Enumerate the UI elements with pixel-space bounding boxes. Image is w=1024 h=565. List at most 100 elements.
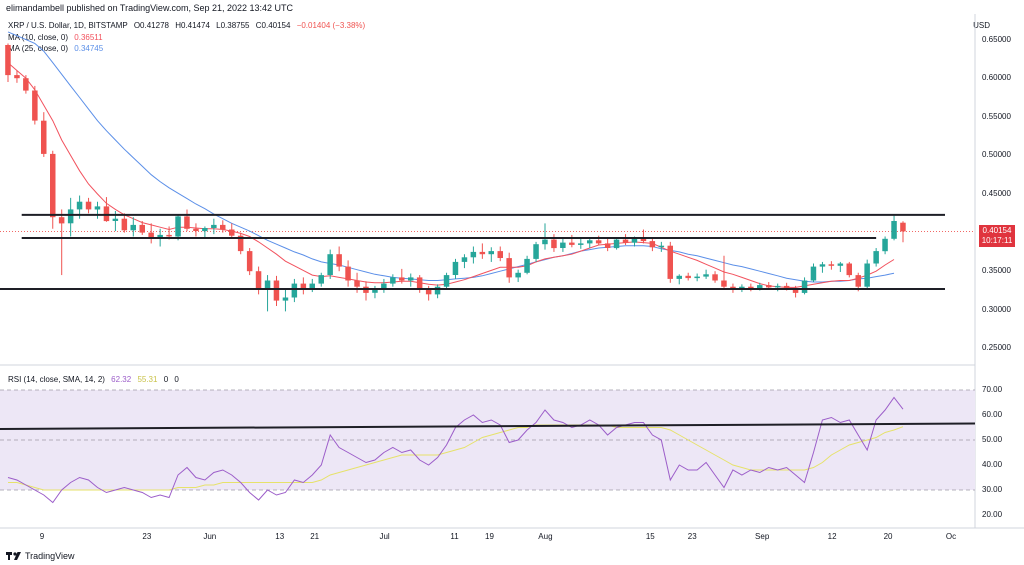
candle-body [41, 120, 47, 154]
ma10-legend: MA (10, close, 0) 0.36511 [8, 33, 103, 42]
candle-body [103, 206, 110, 222]
time-tick-label: Sep [755, 532, 770, 541]
candle-body [318, 275, 324, 284]
time-tick-label: 20 [883, 532, 893, 541]
candle-body [372, 289, 378, 293]
candle-body [506, 258, 512, 278]
candle-body [255, 271, 262, 289]
candle-body [175, 216, 181, 237]
ma10-line [7, 62, 895, 288]
candle-body [873, 251, 879, 264]
rsi-extra-value-1: 0 [163, 375, 169, 384]
candle-body [900, 222, 906, 232]
rsi-tick-label: 50.00 [982, 435, 1003, 444]
candle-body [810, 266, 817, 281]
candle-body [50, 153, 56, 218]
open-value: O0.41278 [133, 21, 169, 30]
candle-body [479, 251, 486, 255]
candle-body [408, 277, 414, 281]
candle-body [855, 275, 861, 287]
candle-body [202, 228, 208, 232]
ma25-legend: MA (25, close, 0) 0.34745 [8, 44, 103, 53]
candle-body [766, 285, 772, 288]
last-price-value: 0.40154 [982, 226, 1012, 236]
candle-body [587, 240, 593, 244]
tradingview-name: TradingView [25, 551, 75, 561]
candle-body [390, 277, 396, 284]
rsi-label: RSI (14, close, SMA, 14, 2) [8, 375, 105, 384]
ma10-value: 0.36511 [74, 33, 103, 42]
candle-body [85, 201, 92, 210]
time-tick-label: Jun [203, 532, 217, 541]
rsi-tick-label: 20.00 [982, 510, 1003, 519]
candle-body [488, 251, 494, 255]
candle-body [560, 242, 566, 248]
currency-label: USD [973, 21, 990, 30]
candle-body [578, 243, 584, 245]
candle-body [76, 201, 83, 210]
candle-body [112, 218, 119, 221]
candle-body [23, 78, 29, 91]
candle-body [551, 239, 557, 249]
candle-body [211, 224, 217, 228]
ma10-label: MA (10, close, 0) [8, 33, 69, 42]
candle-body [246, 251, 253, 272]
candle-body [712, 274, 718, 281]
price-tick-label: 0.55000 [982, 111, 1011, 121]
price-tick-label: 0.30000 [982, 304, 1011, 314]
time-tick-label: Oc [945, 532, 957, 541]
rsi-trendline [0, 422, 976, 430]
rsi-sma-line [8, 424, 904, 491]
price-tick-label: 0.65000 [982, 34, 1011, 44]
candle-body [291, 283, 298, 298]
high-value: H0.41474 [175, 21, 210, 30]
candle-body [434, 286, 441, 295]
candle-body [470, 251, 477, 258]
rsi-legend: RSI (14, close, SMA, 14, 2) 62.32 55.31 … [8, 375, 179, 384]
candle-body [721, 280, 727, 287]
time-tick-label: 21 [310, 532, 320, 541]
candle-body [452, 261, 459, 275]
candle-body [327, 254, 333, 275]
candle-body [685, 275, 691, 279]
candle-body [130, 224, 136, 231]
candle-body [649, 241, 656, 248]
price-tick-label: 0.35000 [982, 266, 1011, 276]
candle-body [640, 238, 647, 242]
candle-body [461, 257, 468, 262]
symbol-label: XRP / U.S. Dollar, 1D, BITSTAMP [8, 21, 128, 30]
bar-countdown: 10:17:11 [981, 236, 1013, 246]
candle-body [237, 235, 244, 252]
candle-body [783, 285, 790, 289]
candle-body [757, 285, 763, 289]
candle-body [569, 242, 575, 245]
candle-body [595, 240, 602, 244]
price-tick-label: 0.45000 [982, 189, 1011, 198]
candle-body [622, 239, 629, 243]
change-value: −0.01404 (−3.38%) [296, 21, 366, 30]
candle-body [882, 238, 888, 252]
candle-body [837, 263, 844, 266]
time-tick-label: 19 [485, 532, 494, 541]
candle-body [309, 283, 315, 290]
candle-body [354, 280, 360, 287]
price-tick-label: 0.25000 [982, 343, 1011, 353]
candle-body [282, 297, 289, 301]
tradingview-brand[interactable]: TradingView [6, 551, 75, 561]
candle-body [533, 244, 539, 259]
time-tick-label: 11 [450, 532, 459, 541]
candle-body [542, 239, 548, 245]
rsi-line [7, 396, 904, 504]
candle-body [694, 276, 700, 279]
candle-body [524, 258, 530, 273]
candle-body [864, 263, 870, 287]
rsi-tick-label: 30.00 [982, 485, 1003, 494]
time-tick-label: 13 [275, 532, 285, 541]
time-tick-label: 15 [645, 532, 655, 541]
candle-body [381, 283, 387, 290]
price-tick-label: 0.60000 [982, 73, 1011, 83]
candle-body [604, 243, 611, 248]
candle-body [613, 239, 620, 249]
candle-body [58, 217, 65, 224]
